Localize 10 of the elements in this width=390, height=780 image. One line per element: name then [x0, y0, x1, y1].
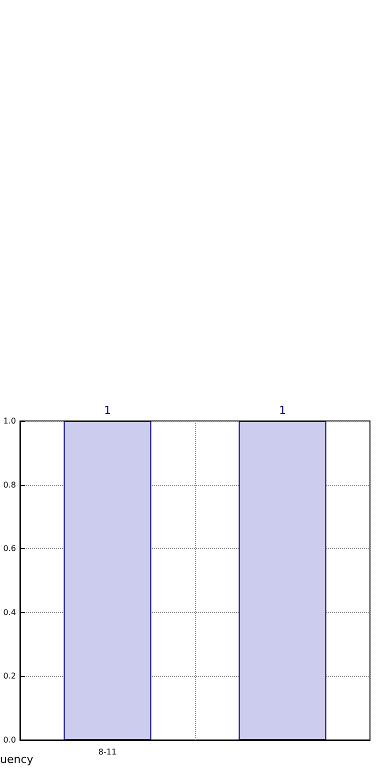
- data-label: 1: [104, 404, 111, 417]
- y-tick-label: 1.0: [3, 416, 16, 426]
- y-tick-label: 0.8: [3, 480, 16, 490]
- x-axis-title: uency: [0, 753, 34, 766]
- x-tick-label: 8-11: [98, 748, 117, 756]
- y-tick-label: 0.0: [3, 736, 16, 744]
- y-tick-label: 0.6: [3, 544, 16, 554]
- y-tick-label: 0.4: [3, 608, 16, 617]
- y-tick-label: 0.2: [3, 672, 16, 681]
- data-label: 1: [279, 404, 286, 417]
